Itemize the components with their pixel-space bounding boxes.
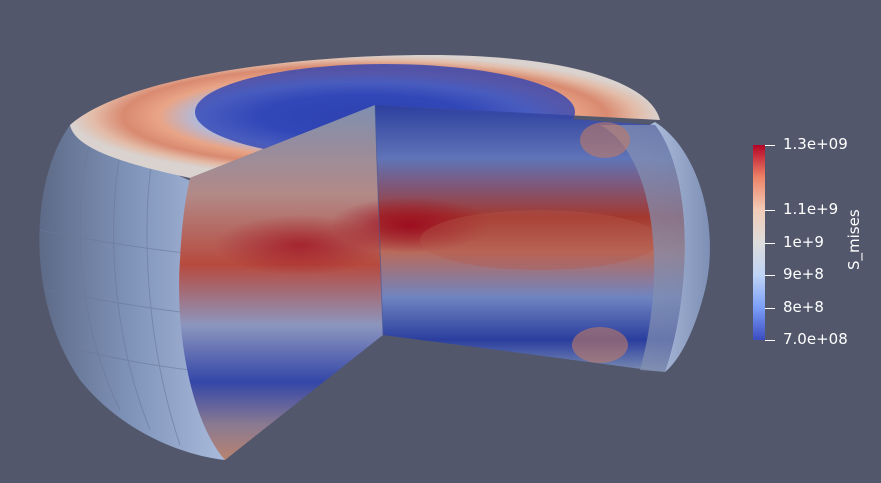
cut-edge — [374, 104, 384, 336]
cut-face-right-rim — [600, 125, 685, 372]
stress-band-right — [420, 210, 660, 270]
stress-hotspot-center — [330, 197, 490, 253]
cut-face-right — [375, 105, 685, 372]
outer-side-surface — [39, 125, 225, 460]
stress-spot-top-right — [580, 122, 630, 158]
cut-face-left — [179, 105, 383, 460]
stress-spot-bottom-right — [572, 327, 628, 363]
